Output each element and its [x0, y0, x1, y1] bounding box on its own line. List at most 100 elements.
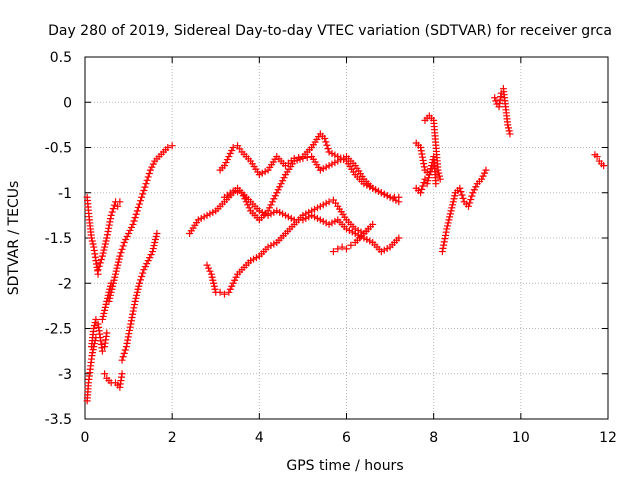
- data-point: [131, 297, 139, 305]
- data-point: [153, 229, 161, 237]
- y-tick-label: -0.5: [45, 141, 72, 157]
- data-point-interp: [106, 218, 114, 226]
- data-point-interp: [101, 303, 109, 311]
- data-point-interp: [137, 197, 145, 205]
- data-point-interp: [266, 204, 274, 212]
- data-point-interp: [100, 309, 108, 317]
- data-point-interp: [143, 260, 151, 268]
- series-arc-19: [591, 151, 608, 170]
- data-point-interp: [105, 224, 113, 232]
- data-point: [506, 130, 514, 138]
- data-point-interp: [458, 191, 466, 199]
- data-point-interp: [270, 195, 278, 203]
- data-point: [101, 370, 109, 378]
- data-point-interp: [228, 282, 236, 290]
- data-point: [168, 142, 176, 150]
- data-point: [129, 220, 137, 228]
- data-point: [122, 343, 130, 351]
- data-point-interp: [435, 169, 443, 177]
- data-point-interp: [138, 272, 146, 280]
- series-arc-15: [412, 139, 440, 188]
- series-arc-12: [203, 196, 372, 298]
- series-arc-16: [412, 162, 438, 197]
- data-point-interp: [126, 226, 134, 234]
- data-point-interp: [88, 237, 96, 245]
- data-point-interp: [459, 194, 467, 202]
- data-point: [135, 279, 143, 287]
- x-tick-label: 12: [599, 430, 617, 446]
- data-point-interp: [147, 251, 155, 259]
- y-tick-label: -2.5: [45, 322, 72, 338]
- data-point-interp: [106, 294, 114, 302]
- data-point: [125, 229, 133, 237]
- data-point: [229, 187, 237, 195]
- series-arc-14: [421, 112, 444, 183]
- data-point-interp: [109, 205, 117, 213]
- data-point: [207, 270, 215, 278]
- series-arc-06: [101, 370, 126, 391]
- x-tick-label: 8: [429, 430, 438, 446]
- data-point: [229, 144, 237, 151]
- data-point-interp: [151, 239, 159, 247]
- data-point-interp: [130, 304, 138, 312]
- x-tick-labels: 0 2 4 6 8 10 12: [81, 430, 617, 446]
- data-point-interp: [104, 228, 112, 236]
- axis-ticks: [84, 56, 609, 420]
- data-point-interp: [208, 273, 216, 281]
- data-point-interp: [277, 180, 285, 188]
- data-point: [98, 252, 106, 260]
- data-point: [164, 144, 172, 151]
- data-point-interp: [440, 238, 448, 246]
- data-point: [273, 189, 281, 197]
- data-point: [94, 266, 102, 274]
- data-point-interp: [439, 244, 447, 252]
- data-point: [417, 189, 425, 197]
- data-point: [203, 261, 211, 269]
- data-point-interp: [103, 231, 111, 239]
- y-tick-labels: -3.5 -3 -2.5 -2 -1.5 -1 -0.5 0 0.5: [45, 50, 72, 428]
- data-point: [127, 320, 135, 328]
- data-point-interp: [122, 236, 130, 244]
- data-point-interp: [457, 188, 465, 196]
- data-point-interp: [419, 182, 427, 190]
- data-point: [90, 325, 98, 332]
- data-point-interp: [418, 185, 426, 193]
- data-point-interp: [206, 267, 214, 275]
- data-point-interp: [126, 323, 134, 331]
- x-tick-label: 2: [168, 430, 177, 446]
- data-point: [229, 279, 237, 287]
- data-point-interp: [276, 183, 284, 191]
- data-point-interp: [131, 214, 139, 222]
- data-point-interp: [267, 201, 275, 209]
- data-point-interp: [425, 174, 433, 182]
- data-point-interp: [268, 198, 276, 206]
- data-point-interp: [211, 285, 219, 293]
- data-point: [142, 180, 150, 188]
- data-point-interp: [124, 333, 132, 341]
- data-point: [225, 288, 233, 296]
- data-point-interp: [241, 195, 249, 203]
- data-point: [369, 220, 377, 228]
- data-point-interp: [323, 141, 331, 149]
- data-point: [101, 306, 109, 314]
- series-arc-11: [220, 153, 403, 224]
- data-point-interp: [468, 192, 476, 200]
- data-point-interp: [141, 183, 149, 191]
- data-point-interp: [417, 147, 425, 155]
- data-point-interp: [210, 282, 218, 290]
- data-point: [347, 241, 355, 249]
- data-point: [133, 207, 141, 215]
- data-point: [593, 153, 601, 161]
- data-point: [430, 162, 438, 170]
- data-point-interp: [134, 203, 142, 211]
- data-point-interp: [114, 258, 122, 266]
- chart-title: Day 280 of 2019, Sidereal Day-to-day VTE…: [48, 23, 612, 39]
- data-point: [103, 234, 111, 242]
- data-point-interp: [435, 172, 443, 180]
- data-point: [334, 245, 342, 253]
- data-point-interp: [420, 163, 428, 171]
- data-point: [478, 175, 486, 183]
- data-point: [343, 245, 350, 253]
- data-point-interp: [152, 232, 160, 240]
- data-point: [92, 315, 100, 323]
